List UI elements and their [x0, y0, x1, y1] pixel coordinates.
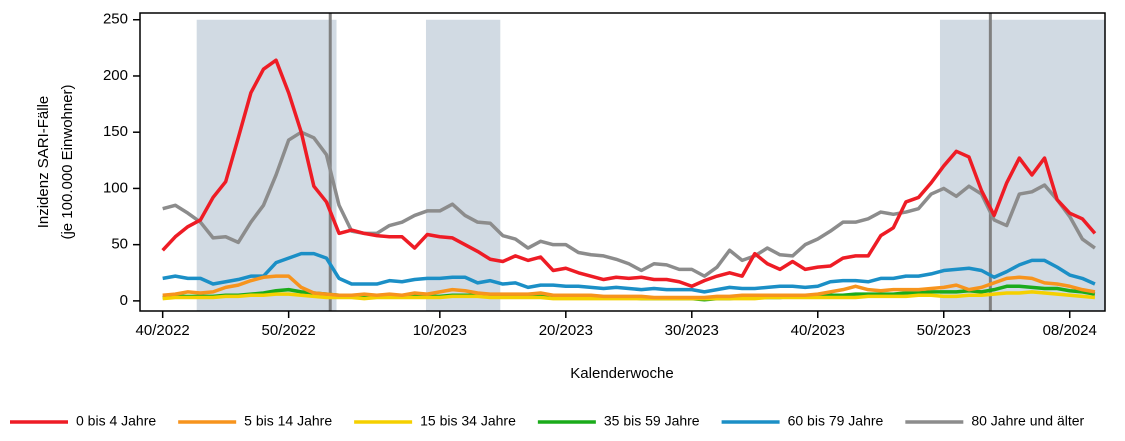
x-tick-label: 08/2024 [1043, 322, 1097, 339]
series-line [161, 58, 1097, 289]
series-line [162, 130, 1096, 278]
y-tick-label: 100 [103, 179, 128, 196]
x-tick-label: 20/2023 [539, 322, 593, 339]
series-line [162, 290, 1096, 301]
x-tick-label: 40/2022 [136, 322, 190, 339]
legend-label: 15 bis 34 Jahre [420, 413, 516, 429]
y-tick-label: 200 [103, 67, 128, 84]
legend-label: 35 bis 59 Jahre [604, 413, 700, 429]
legend-label: 80 Jahre und älter [971, 413, 1084, 429]
x-tick-label: 50/2022 [262, 322, 316, 339]
y-axis-label: Inzidenz SARI-Fälle [35, 96, 52, 229]
x-tick-label: 30/2023 [665, 322, 719, 339]
legend-label: 5 bis 14 Jahre [244, 413, 332, 429]
x-tick-label: 50/2023 [917, 322, 971, 339]
series-line [162, 274, 1096, 300]
y-axis-label: (je 100.000 Einwohner) [59, 84, 76, 239]
x-tick-label: 40/2023 [791, 322, 845, 339]
shaded-range [196, 19, 337, 312]
y-tick-label: 150 [103, 123, 128, 140]
y-tick-label: 0 [120, 292, 128, 309]
y-tick-label: 50 [111, 236, 128, 253]
series-line [162, 251, 1096, 294]
legend-label: 60 bis 79 Jahre [788, 413, 884, 429]
plot-frame [139, 12, 1106, 312]
x-axis-label: Kalenderwoche [570, 365, 673, 382]
y-tick-label: 250 [103, 11, 128, 28]
x-tick-label: 10/2023 [413, 322, 467, 339]
shaded-range [425, 19, 501, 312]
legend-label: 0 bis 4 Jahre [76, 413, 156, 429]
